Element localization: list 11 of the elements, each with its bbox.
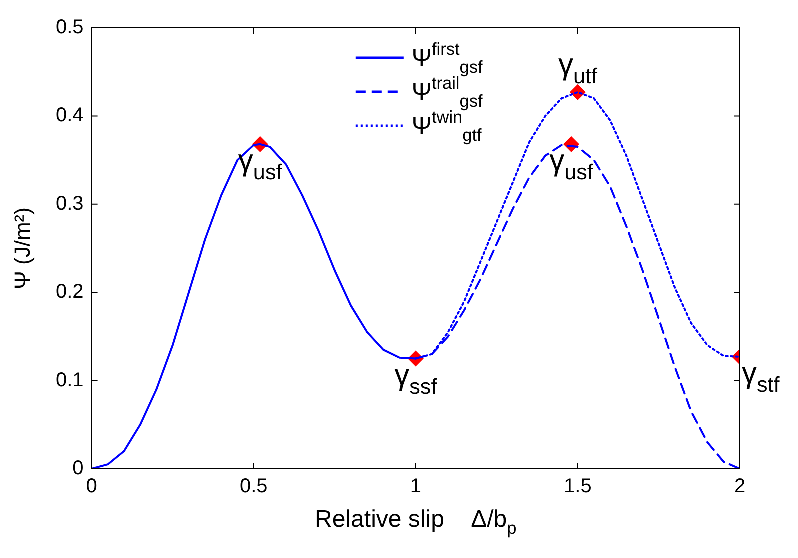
- y-axis-title: Ψ (J/m²): [10, 208, 35, 290]
- x-tick-label: 1: [410, 476, 422, 498]
- x-tick-label: 0.5: [240, 476, 268, 498]
- y-tick-label: 0.1: [56, 369, 84, 392]
- y-tick-label: 0.4: [56, 104, 84, 127]
- y-tick-label: 0: [72, 458, 84, 480]
- y-tick-label: 0.2: [56, 281, 84, 304]
- x-tick-label: 1.5: [564, 476, 592, 498]
- x-tick-label: 2: [734, 476, 746, 498]
- y-tick-label: 0.3: [56, 192, 84, 215]
- y-tick-label: 0.5: [56, 16, 84, 39]
